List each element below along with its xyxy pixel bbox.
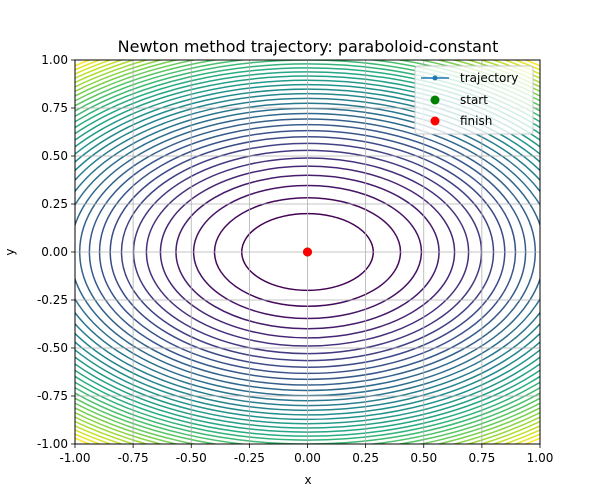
x-tick-label: 0.25 bbox=[352, 451, 379, 465]
legend-box bbox=[414, 65, 534, 135]
y-tick-label: 0.75 bbox=[41, 101, 68, 115]
y-tick-label: 0.00 bbox=[41, 245, 68, 259]
y-tick-label: -0.25 bbox=[37, 293, 68, 307]
x-tick-label: -0.75 bbox=[118, 451, 149, 465]
y-tick-label: -0.75 bbox=[37, 389, 68, 403]
legend-finish-label: finish bbox=[460, 114, 492, 128]
legend-finish-marker bbox=[430, 116, 440, 126]
x-axis-ticks: -1.00 -0.75 -0.50 -0.25 0.00 0.25 0.50 0.75 1.00 bbox=[59, 444, 553, 465]
legend: trajectory start finish bbox=[414, 65, 534, 135]
y-axis-ticks: -1.00 -0.75 -0.50 -0.25 0.00 0.25 0.50 0.75 1.00 bbox=[37, 53, 75, 451]
legend-start-marker bbox=[430, 95, 440, 105]
x-axis-label: x bbox=[304, 473, 311, 487]
y-tick-label: 0.25 bbox=[41, 197, 68, 211]
x-tick-label: 0.75 bbox=[469, 451, 496, 465]
legend-entry-start: start bbox=[430, 93, 488, 107]
y-tick-label: 1.00 bbox=[41, 53, 68, 67]
x-tick-label: -1.00 bbox=[59, 451, 90, 465]
y-tick-label: -0.50 bbox=[37, 341, 68, 355]
y-axis-label: y bbox=[3, 248, 17, 255]
x-tick-label: -0.50 bbox=[176, 451, 207, 465]
y-tick-label: -1.00 bbox=[37, 437, 68, 451]
y-tick-label: 0.50 bbox=[41, 149, 68, 163]
x-tick-label: -0.25 bbox=[234, 451, 265, 465]
x-tick-label: 1.00 bbox=[527, 451, 554, 465]
series-finish-point bbox=[303, 247, 312, 257]
legend-trajectory-marker bbox=[432, 75, 438, 81]
legend-entry-trajectory: trajectory bbox=[421, 71, 518, 85]
x-tick-label: 0.50 bbox=[410, 451, 437, 465]
series-layer bbox=[303, 247, 312, 257]
legend-start-label: start bbox=[460, 93, 488, 107]
legend-entry-finish: finish bbox=[430, 114, 492, 128]
chart-title: Newton method trajectory: paraboloid-con… bbox=[118, 37, 499, 56]
x-tick-label: 0.00 bbox=[294, 451, 321, 465]
legend-trajectory-label: trajectory bbox=[460, 71, 518, 85]
